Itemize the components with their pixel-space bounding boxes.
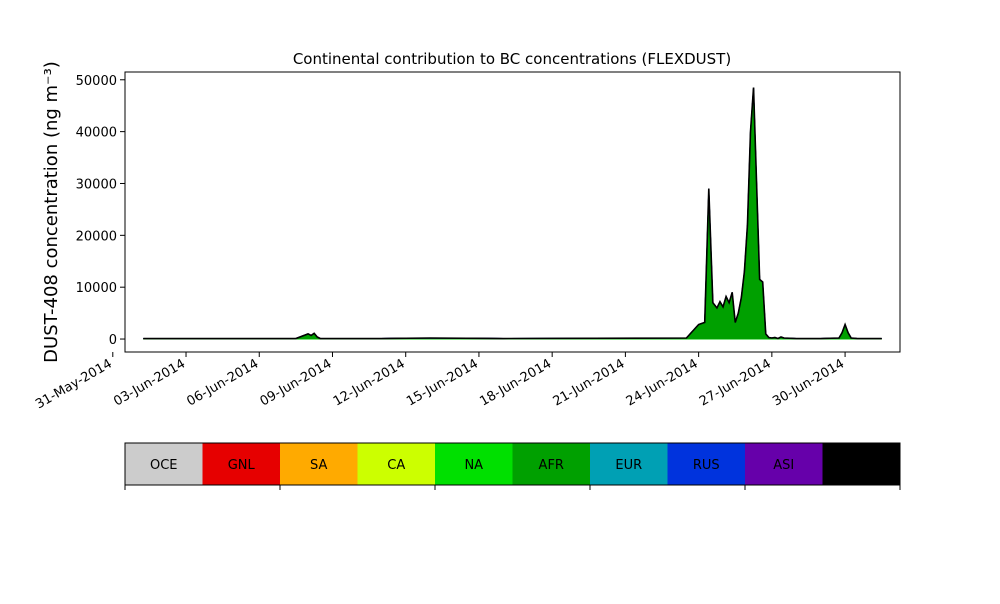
legend-swatch-rus: [667, 443, 745, 485]
area-afr: [143, 87, 882, 340]
x-tick-label: 15-Jun-2014: [404, 356, 481, 409]
y-tick-label: 0: [109, 333, 117, 348]
legend-swatch-aus: [822, 443, 900, 485]
legend-frame: [124, 442, 901, 486]
legend-swatch-ca: [357, 443, 435, 485]
legend-label-afr: AFR: [539, 458, 564, 473]
x-tick-label: 24-Jun-2014: [624, 356, 701, 409]
area-eur: [143, 87, 882, 340]
x-tick-label: 18-Jun-2014: [477, 356, 554, 409]
y-tick-label: 20000: [76, 229, 117, 244]
chart-title: Continental contribution to BC concentra…: [293, 50, 731, 68]
plot-area: 0 10000 20000 30000 40000 50000 31-May-201403-…: [33, 71, 901, 412]
legend-swatch-sa: [280, 443, 358, 485]
x-tick-label: 31-May-2014: [33, 356, 115, 412]
legend-label-eur: EUR: [615, 458, 642, 473]
legend-label-rus: RUS: [693, 458, 720, 473]
legend-swatch-eur: [590, 443, 668, 485]
legend-label-aus: AUS: [848, 458, 875, 473]
y-tick-label: 50000: [76, 74, 117, 89]
area-rus: [143, 87, 882, 340]
x-tick-label: 09-Jun-2014: [258, 356, 335, 409]
total-line: [143, 87, 882, 340]
legend-label-gnl: GNL: [228, 458, 256, 473]
legend-label-sa: SA: [310, 458, 327, 473]
y-tick-label: 40000: [76, 126, 117, 141]
x-tick-label: 21-Jun-2014: [551, 356, 628, 409]
legend-label-asi: ASI: [773, 458, 794, 473]
x-tick-label: 12-Jun-2014: [331, 356, 408, 409]
y-axis-label: DUST-408 concentration (ng m⁻³): [41, 61, 62, 363]
legend-swatch-oce: [125, 443, 203, 485]
y-tick-label: 10000: [76, 281, 117, 296]
legend-swatch-gnl: [202, 443, 280, 485]
legend-swatch-asi: [745, 443, 823, 485]
plot-frame: [124, 71, 901, 353]
legend-label-na: NA: [464, 458, 483, 473]
y-tick-label: 30000: [76, 177, 117, 192]
x-tick-label: 03-Jun-2014: [111, 356, 188, 409]
x-tick-label: 06-Jun-2014: [184, 356, 261, 409]
legend-label-ca: CA: [387, 458, 405, 473]
legend-swatch-afr: [512, 443, 590, 485]
legend-colorbar: OCE GNL SA CA NA AFR EUR RUS ASI AUS: [124, 442, 901, 490]
x-tick-label: 30-Jun-2014: [770, 356, 847, 409]
x-tick-label: 27-Jun-2014: [697, 356, 774, 409]
legend-swatch-na: [435, 443, 513, 485]
area-asi: [143, 87, 882, 340]
legend-label-oce: OCE: [150, 458, 178, 473]
area-aus: [143, 87, 882, 340]
